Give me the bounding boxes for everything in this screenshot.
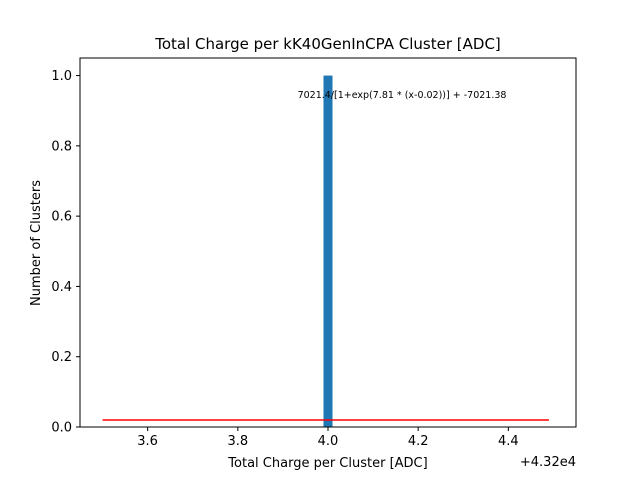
x-offset-label: +4.32e4: [520, 455, 576, 470]
x-tick-label: 3.6: [137, 434, 158, 449]
y-tick-label: 0.2: [51, 350, 72, 365]
histogram-bar: [323, 75, 333, 428]
x-axis-label: Total Charge per Cluster [ADC]: [227, 456, 427, 471]
y-tick-label: 1.0: [51, 69, 72, 84]
y-tick-label: 0.4: [51, 280, 72, 295]
x-tick-label: 4.0: [318, 434, 339, 449]
fit-annotation: 7021.4/[1+exp(7.81 * (x-0.02))] + -7021.…: [298, 90, 507, 101]
chart-title: Total Charge per kK40GenInCPA Cluster [A…: [154, 35, 501, 53]
y-tick-label: 0.8: [51, 139, 72, 154]
y-tick-label: 0.6: [51, 210, 72, 225]
bars-layer: [323, 75, 333, 428]
x-tick-label: 3.8: [227, 434, 248, 449]
x-ticks: 3.6 3.8 4.0 4.2 4.4: [137, 427, 519, 449]
y-axis-label: Number of Clusters: [29, 180, 44, 306]
x-tick-label: 4.2: [408, 434, 429, 449]
y-tick-label: 0.0: [51, 421, 72, 436]
x-tick-label: 4.4: [498, 434, 519, 449]
y-ticks: 0.0 0.2 0.4 0.6 0.8 1.0: [51, 69, 80, 436]
